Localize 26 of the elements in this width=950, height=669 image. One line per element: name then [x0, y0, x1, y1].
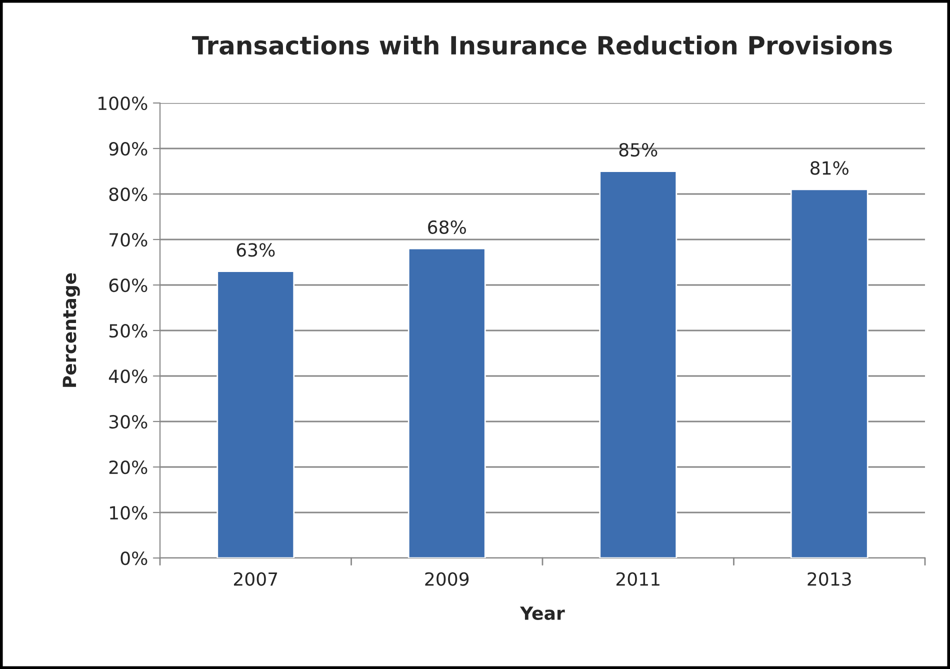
y-tick-label: 40%	[108, 369, 148, 384]
y-tick-label: 70%	[110, 232, 148, 247]
y-axis-title: Percentage	[62, 273, 80, 387]
bar	[790, 188, 868, 558]
y-tick-label: 100%	[98, 96, 148, 110]
y-tick-label: 80%	[109, 187, 148, 202]
y-tick-label: 60%	[109, 278, 148, 292]
bar	[599, 170, 678, 558]
y-tick-label: 10%	[110, 506, 148, 520]
data-label: 85%	[619, 142, 658, 157]
bar	[408, 248, 486, 558]
x-tick-label: 2007	[234, 572, 278, 586]
data-label: 81%	[810, 161, 848, 175]
x-axis-title: Year	[520, 606, 565, 620]
bar	[216, 270, 295, 558]
x-tick-label: 2013	[808, 572, 851, 586]
data-label: 63%	[236, 243, 275, 257]
y-tick-label: 90%	[109, 142, 148, 156]
y-tick-label: 50%	[109, 324, 148, 338]
x-tick-label: 2011	[616, 572, 660, 586]
chart-title: Transactions with Insurance Reduction Provisions	[192, 35, 892, 55]
x-tick-label: 2009	[425, 572, 469, 586]
y-tick-label: 20%	[109, 460, 148, 474]
y-tick-label: 0%	[120, 551, 148, 566]
data-label: 68%	[428, 220, 466, 234]
y-tick-label: 30%	[109, 414, 148, 429]
